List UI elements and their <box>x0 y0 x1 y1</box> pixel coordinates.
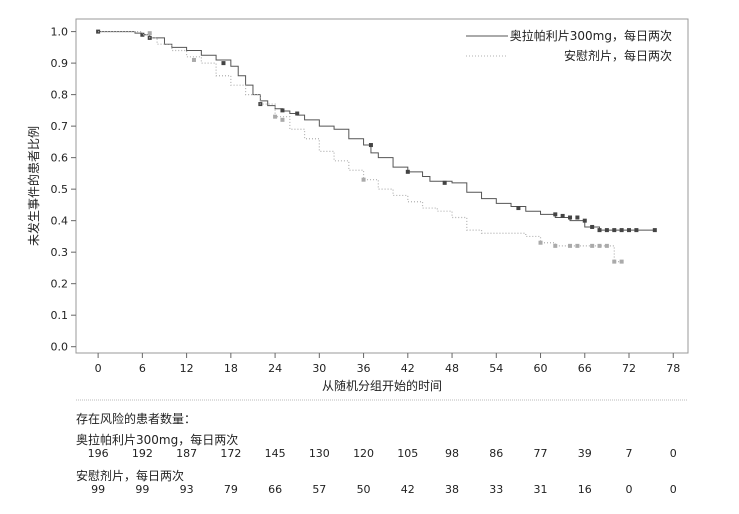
y-tick-label: 0.0 <box>51 341 69 354</box>
censor-mark-0 <box>627 228 632 233</box>
censor-mark-1 <box>597 243 602 248</box>
censor-mark-0 <box>405 169 410 174</box>
y-tick-label: 1.0 <box>51 26 69 39</box>
censor-mark-0 <box>516 206 521 211</box>
x-tick-label: 66 <box>578 362 592 375</box>
censor-mark-0 <box>560 213 565 218</box>
censor-mark-0 <box>295 111 300 116</box>
legend-label-0: 奥拉帕利片300mg，每日两次 <box>510 28 672 43</box>
censor-mark-0 <box>568 215 573 220</box>
y-tick-label: 0.1 <box>51 309 69 322</box>
x-tick-label: 78 <box>666 362 680 375</box>
censor-mark-0 <box>280 108 285 113</box>
series-line-0 <box>98 31 655 231</box>
series-line-1 <box>98 31 622 263</box>
x-tick-label: 30 <box>312 362 326 375</box>
censor-mark-1 <box>604 243 609 248</box>
censor-mark-1 <box>191 57 196 62</box>
censor-mark-1 <box>361 177 366 182</box>
legend-label-1: 安慰剂片，每日两次 <box>564 48 672 63</box>
censor-mark-1 <box>553 243 558 248</box>
y-tick-label: 0.7 <box>51 120 69 133</box>
censor-mark-0 <box>442 180 447 185</box>
censor-mark-0 <box>652 228 657 233</box>
x-tick-label: 36 <box>357 362 371 375</box>
y-tick-label: 0.4 <box>51 215 69 228</box>
x-tick-label: 48 <box>445 362 459 375</box>
censor-mark-0 <box>604 228 609 233</box>
x-tick-label: 24 <box>268 362 282 375</box>
censor-mark-0 <box>582 218 587 223</box>
censor-mark-1 <box>612 259 617 264</box>
censor-mark-0 <box>221 61 226 66</box>
x-tick-label: 42 <box>401 362 415 375</box>
censor-mark-0 <box>140 32 145 37</box>
censor-mark-1 <box>147 31 152 36</box>
censor-mark-1 <box>538 240 543 245</box>
censor-mark-0 <box>368 143 373 148</box>
x-tick-label: 6 <box>139 362 146 375</box>
censor-mark-0 <box>619 228 624 233</box>
censor-mark-1 <box>273 114 278 119</box>
y-tick-label: 0.9 <box>51 57 69 70</box>
censor-mark-0 <box>634 228 639 233</box>
censor-mark-0 <box>612 228 617 233</box>
x-tick-label: 72 <box>622 362 636 375</box>
x-tick-label: 54 <box>489 362 503 375</box>
censor-mark-0 <box>590 224 595 229</box>
y-tick-label: 0.2 <box>51 278 69 291</box>
censor-mark-1 <box>590 243 595 248</box>
censor-mark-1 <box>568 243 573 248</box>
censor-mark-1 <box>575 243 580 248</box>
x-tick-label: 18 <box>224 362 238 375</box>
x-tick-label: 60 <box>534 362 548 375</box>
censor-mark-1 <box>280 117 285 122</box>
censor-mark-0 <box>553 212 558 217</box>
y-tick-label: 0.3 <box>51 246 69 259</box>
y-tick-label: 0.6 <box>51 152 69 165</box>
x-tick-label: 0 <box>95 362 102 375</box>
censor-mark-0 <box>575 215 580 220</box>
y-tick-label: 0.8 <box>51 89 69 102</box>
y-tick-label: 0.5 <box>51 183 69 196</box>
x-axis-title: 从随机分组开始的时间 <box>322 378 442 393</box>
x-tick-label: 12 <box>180 362 194 375</box>
censor-mark-0 <box>597 228 602 233</box>
censor-mark-1 <box>619 259 624 264</box>
plot-frame <box>75 18 689 354</box>
y-axis-title: 未发生事件的患者比例 <box>26 126 41 246</box>
